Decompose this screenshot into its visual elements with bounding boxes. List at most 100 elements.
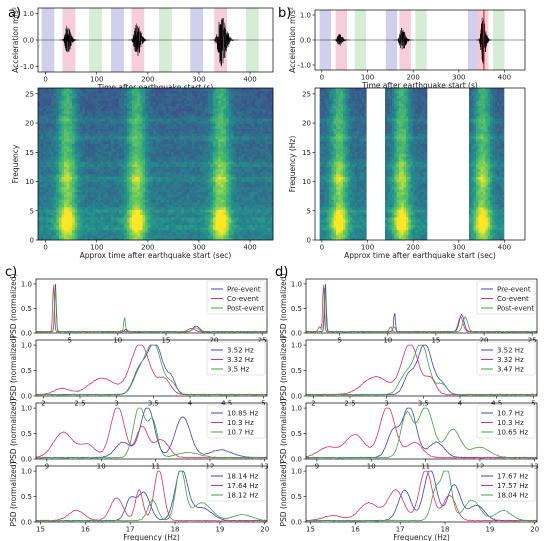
spectrogram-cell	[239, 151, 242, 155]
spectrogram-cell	[184, 131, 188, 134]
spectrogram-cell	[192, 181, 195, 185]
spectrogram-cell	[48, 196, 52, 200]
spectrogram-cell	[215, 186, 219, 190]
spectrogram-cell	[129, 148, 133, 152]
spectrogram-cell	[212, 113, 216, 117]
spectrogram-cell	[218, 219, 222, 223]
spectrogram-cell	[189, 143, 193, 147]
spectrogram-cell	[95, 214, 99, 218]
spectrogram-cell	[105, 98, 109, 101]
spectrogram-cell	[173, 189, 177, 193]
spectrogram-cell	[173, 219, 177, 223]
spectrogram-cell	[147, 126, 151, 129]
spectrogram-cell	[155, 110, 159, 114]
spectrogram-cell	[171, 176, 175, 180]
spectrogram-cell	[121, 169, 125, 172]
spectrogram-cell	[218, 227, 222, 231]
spectrogram-cell	[228, 110, 232, 114]
spectrogram-cell	[168, 214, 172, 218]
spectrogram-cell	[56, 148, 60, 152]
spectrogram-cell	[202, 126, 206, 129]
spectrogram-cell	[69, 224, 73, 228]
spectrogram-cell	[231, 123, 235, 127]
spectrogram-cell	[103, 217, 107, 221]
spectrogram-cell	[189, 123, 193, 127]
spectrogram-cell	[220, 156, 224, 160]
spectrogram-cell	[66, 108, 70, 112]
spectrogram-cell	[103, 133, 107, 137]
spectrogram-cell	[186, 232, 190, 236]
spectrogram-cell	[121, 217, 125, 221]
spectrogram-cell	[220, 174, 224, 177]
spectrogram-cell	[64, 217, 68, 221]
spectrogram-cell	[158, 219, 162, 223]
spectrogram-cell	[121, 143, 125, 147]
spectrogram-cell	[74, 120, 78, 124]
spectrogram-cell	[184, 115, 188, 119]
spectrogram-cell	[239, 217, 242, 221]
spectrogram-cell	[45, 189, 49, 193]
spectrogram-cell	[223, 171, 227, 175]
spectrogram-cell	[236, 95, 240, 99]
spectrogram-cell	[105, 217, 109, 221]
spectrogram-cell	[82, 108, 86, 112]
spectrogram-cell	[139, 229, 143, 233]
spectrogram-cell	[108, 186, 112, 190]
spectrogram-cell	[74, 212, 78, 215]
spectrogram-cell	[116, 143, 120, 147]
spectrogram-cell	[181, 133, 185, 137]
spectrogram-cell	[48, 126, 52, 129]
spectrogram-cell	[165, 181, 169, 185]
spectrogram-cell	[64, 95, 68, 99]
spectrogram-cell	[64, 164, 68, 167]
spectrogram-cell	[98, 232, 101, 236]
spectrogram-cell	[69, 156, 73, 160]
spectrogram-cell	[66, 153, 70, 157]
spectrogram-cell	[95, 207, 99, 210]
spectrogram-cell	[239, 153, 242, 157]
spectrogram-cell	[165, 229, 169, 233]
spectrogram-cell	[176, 204, 180, 208]
spectrogram-cell	[79, 95, 83, 99]
spectrogram-cell	[71, 222, 75, 226]
spectrogram-cell	[189, 224, 193, 228]
spectrogram-cell	[176, 128, 180, 132]
spectrogram-cell	[92, 120, 96, 124]
spectrogram-cell	[194, 219, 198, 223]
spectrogram-cell	[194, 186, 198, 190]
spectrogram-cell	[202, 179, 206, 183]
spectrogram-cell	[124, 224, 128, 228]
spectrogram-cell	[85, 156, 88, 160]
spectrogram-cell	[228, 176, 232, 180]
spectrogram-cell	[45, 110, 49, 114]
spectrogram-cell	[92, 227, 96, 231]
spectrogram-cell	[152, 90, 156, 94]
spectrogram-cell	[126, 88, 130, 91]
spectrogram-cell	[48, 113, 52, 117]
spectrogram-cell	[79, 166, 83, 170]
spectrogram-cell	[121, 191, 125, 195]
spectrogram-cell	[64, 176, 68, 180]
spectrogram-cell	[226, 214, 229, 218]
spectrogram-cell	[69, 148, 73, 152]
spectrogram-cell	[58, 209, 62, 213]
spectrogram-cell	[165, 202, 169, 205]
spectrogram-cell	[79, 227, 83, 231]
spectrogram-cell	[218, 186, 222, 190]
spectrogram-cell	[147, 158, 151, 162]
spectrogram-cell	[223, 105, 227, 109]
spectrogram-cell	[236, 174, 240, 177]
spectrogram-cell	[244, 164, 248, 167]
spectrogram-cell	[244, 217, 248, 221]
spectrogram-cell	[197, 202, 201, 205]
spectrogram-cell	[45, 207, 49, 210]
spectrogram-cell	[228, 133, 232, 137]
spectrogram-cell	[51, 179, 54, 183]
spectrogram-cell	[194, 207, 198, 210]
spectrogram-cell	[179, 95, 182, 99]
spectrogram-cell	[105, 176, 109, 180]
spectrogram-cell	[124, 133, 128, 137]
spectrogram-cell	[218, 237, 222, 241]
spectrogram-cell	[184, 169, 188, 172]
spectrogram-cell	[231, 204, 235, 208]
